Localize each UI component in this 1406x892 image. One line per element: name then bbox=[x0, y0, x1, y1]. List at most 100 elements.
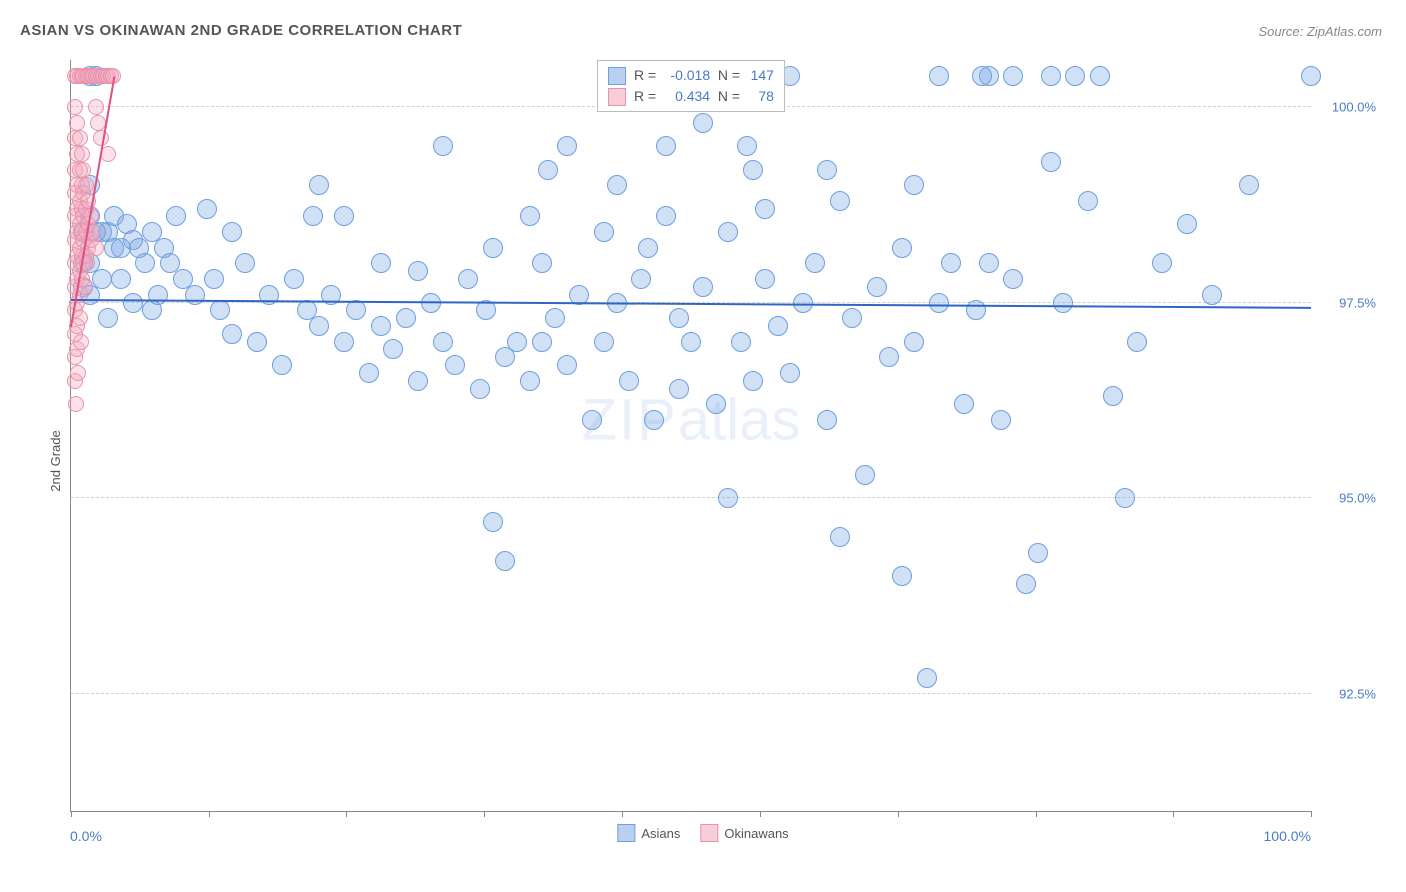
scatter-point bbox=[408, 261, 428, 281]
scatter-point bbox=[718, 222, 738, 242]
legend-label: Okinawans bbox=[724, 826, 788, 841]
scatter-point bbox=[1078, 191, 1098, 211]
scatter-point bbox=[619, 371, 639, 391]
scatter-point bbox=[88, 99, 104, 115]
scatter-point bbox=[67, 99, 83, 115]
scatter-point bbox=[72, 130, 88, 146]
scatter-point bbox=[1041, 66, 1061, 86]
scatter-point bbox=[594, 332, 614, 352]
scatter-point bbox=[780, 363, 800, 383]
scatter-point bbox=[495, 551, 515, 571]
scatter-point bbox=[483, 512, 503, 532]
scatter-point bbox=[1065, 66, 1085, 86]
scatter-point bbox=[706, 394, 726, 414]
scatter-point bbox=[879, 347, 899, 367]
scatter-point bbox=[743, 371, 763, 391]
scatter-point bbox=[743, 160, 763, 180]
scatter-point bbox=[842, 308, 862, 328]
scatter-point bbox=[210, 300, 230, 320]
scatter-point bbox=[594, 222, 614, 242]
scatter-point bbox=[972, 66, 992, 86]
scatter-point bbox=[979, 253, 999, 273]
trendline bbox=[71, 299, 1311, 309]
scatter-point bbox=[92, 269, 112, 289]
x-axis-min-label: 0.0% bbox=[70, 828, 102, 844]
legend-swatch bbox=[608, 88, 626, 106]
scatter-point bbox=[693, 113, 713, 133]
legend-item: Asians bbox=[617, 824, 680, 842]
correlation-row: R = -0.018 N = 147 bbox=[608, 65, 774, 86]
scatter-point bbox=[718, 488, 738, 508]
legend-label: Asians bbox=[641, 826, 680, 841]
scatter-point bbox=[1202, 285, 1222, 305]
scatter-point bbox=[1152, 253, 1172, 273]
scatter-point bbox=[309, 175, 329, 195]
scatter-point bbox=[507, 332, 527, 352]
y-tick-label: 92.5% bbox=[1321, 686, 1376, 701]
scatter-point bbox=[793, 293, 813, 313]
scatter-point bbox=[532, 253, 552, 273]
scatter-point bbox=[966, 300, 986, 320]
scatter-point bbox=[557, 355, 577, 375]
scatter-point bbox=[817, 160, 837, 180]
scatter-point bbox=[247, 332, 267, 352]
scatter-point bbox=[334, 332, 354, 352]
scatter-point bbox=[805, 253, 825, 273]
scatter-point bbox=[892, 566, 912, 586]
correlation-panel: R = -0.018 N = 147R = 0.434 N = 78 bbox=[597, 60, 785, 112]
scatter-point bbox=[867, 277, 887, 297]
y-tick-label: 95.0% bbox=[1321, 491, 1376, 506]
scatter-point bbox=[359, 363, 379, 383]
scatter-point bbox=[1115, 488, 1135, 508]
chart-container: 2nd Grade ZIPatlas R = -0.018 N = 147R =… bbox=[20, 50, 1386, 872]
scatter-point bbox=[917, 668, 937, 688]
scatter-point bbox=[75, 162, 91, 178]
scatter-point bbox=[88, 240, 104, 256]
scatter-point bbox=[470, 379, 490, 399]
scatter-point bbox=[755, 199, 775, 219]
scatter-point bbox=[98, 308, 118, 328]
scatter-point bbox=[334, 206, 354, 226]
legend-swatch bbox=[700, 824, 718, 842]
scatter-point bbox=[545, 308, 565, 328]
scatter-point bbox=[303, 206, 323, 226]
scatter-point bbox=[123, 293, 143, 313]
legend-swatch bbox=[617, 824, 635, 842]
legend-bottom: Asians Okinawans bbox=[617, 824, 788, 842]
scatter-point bbox=[631, 269, 651, 289]
scatter-point bbox=[830, 527, 850, 547]
scatter-point bbox=[408, 371, 428, 391]
scatter-point bbox=[656, 136, 676, 156]
scatter-point bbox=[929, 293, 949, 313]
scatter-point bbox=[74, 146, 90, 162]
y-axis-title: 2nd Grade bbox=[48, 430, 63, 491]
source-label: Source: ZipAtlas.com bbox=[1258, 24, 1382, 39]
scatter-point bbox=[309, 316, 329, 336]
scatter-point bbox=[607, 175, 627, 195]
scatter-point bbox=[638, 238, 658, 258]
x-tick bbox=[346, 811, 347, 817]
scatter-point bbox=[830, 191, 850, 211]
scatter-point bbox=[817, 410, 837, 430]
legend-swatch bbox=[608, 67, 626, 85]
scatter-point bbox=[383, 339, 403, 359]
x-tick bbox=[209, 811, 210, 817]
scatter-point bbox=[222, 324, 242, 344]
scatter-point bbox=[346, 300, 366, 320]
scatter-point bbox=[433, 332, 453, 352]
scatter-point bbox=[656, 206, 676, 226]
scatter-point bbox=[70, 365, 86, 381]
legend-item: Okinawans bbox=[700, 824, 788, 842]
scatter-point bbox=[78, 177, 94, 193]
scatter-point bbox=[1003, 269, 1023, 289]
scatter-point bbox=[1041, 152, 1061, 172]
scatter-point bbox=[644, 410, 664, 430]
watermark-rest: atlas bbox=[678, 388, 801, 453]
scatter-point bbox=[520, 371, 540, 391]
chart-title: ASIAN VS OKINAWAN 2ND GRADE CORRELATION … bbox=[20, 22, 462, 39]
scatter-point bbox=[222, 222, 242, 242]
plot-area: ZIPatlas R = -0.018 N = 147R = 0.434 N =… bbox=[70, 60, 1311, 812]
scatter-point bbox=[520, 206, 540, 226]
scatter-point bbox=[1239, 175, 1259, 195]
scatter-point bbox=[941, 253, 961, 273]
